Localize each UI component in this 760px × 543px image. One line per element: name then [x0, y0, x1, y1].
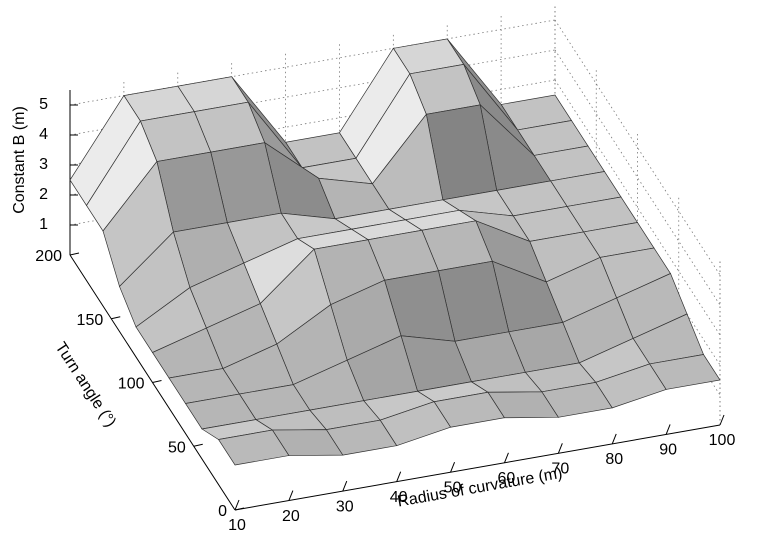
tick-mark [69, 252, 80, 256]
z-tick-label: 2 [39, 186, 48, 203]
x-tick-label: 90 [659, 442, 677, 459]
tick-mark [557, 443, 563, 454]
grid-line [554, 79, 721, 336]
x-axis-label: Radius of curvature (m) [396, 465, 564, 511]
x-tick-label: 80 [605, 451, 623, 468]
y-axis-label: Turn angle (°) [52, 339, 119, 430]
tick-mark [611, 433, 617, 445]
tick-mark [152, 380, 162, 383]
x-tick-label: 70 [551, 461, 569, 478]
tick-mark [193, 443, 203, 447]
z-axis-label: Constant B (m) [11, 106, 28, 214]
x-tick-label: 40 [390, 489, 408, 506]
tick-mark [719, 414, 725, 426]
z-tick-label: 5 [39, 96, 48, 113]
y-tick-label: 100 [118, 376, 145, 393]
x-tick-label: 30 [336, 498, 354, 515]
x-tick-label: 20 [282, 508, 300, 525]
tick-mark [450, 462, 456, 473]
x-tick-label: 100 [709, 432, 736, 449]
z-tick-label: 3 [39, 156, 48, 173]
surface-patch [217, 429, 290, 466]
z-tick-label: 1 [39, 216, 48, 233]
tick-mark [665, 424, 671, 435]
x-tick-label: 10 [228, 517, 246, 534]
tick-mark [111, 316, 121, 320]
grid-line [554, 19, 721, 276]
tick-mark [396, 471, 402, 482]
tick-mark [234, 499, 240, 511]
z-tick-label: 4 [39, 126, 48, 143]
axis-line [234, 424, 721, 511]
tick-mark [234, 507, 245, 511]
tick-mark [503, 452, 509, 463]
grid-line [554, 49, 721, 306]
y-tick-label: 200 [35, 248, 62, 265]
tick-mark [342, 480, 348, 492]
y-tick-label: 150 [77, 312, 104, 329]
x-tick-label: 60 [498, 470, 516, 487]
x-tick-label: 50 [444, 479, 462, 496]
tick-mark [288, 490, 294, 501]
y-tick-label: 0 [218, 503, 227, 520]
y-tick-label: 50 [168, 439, 186, 456]
